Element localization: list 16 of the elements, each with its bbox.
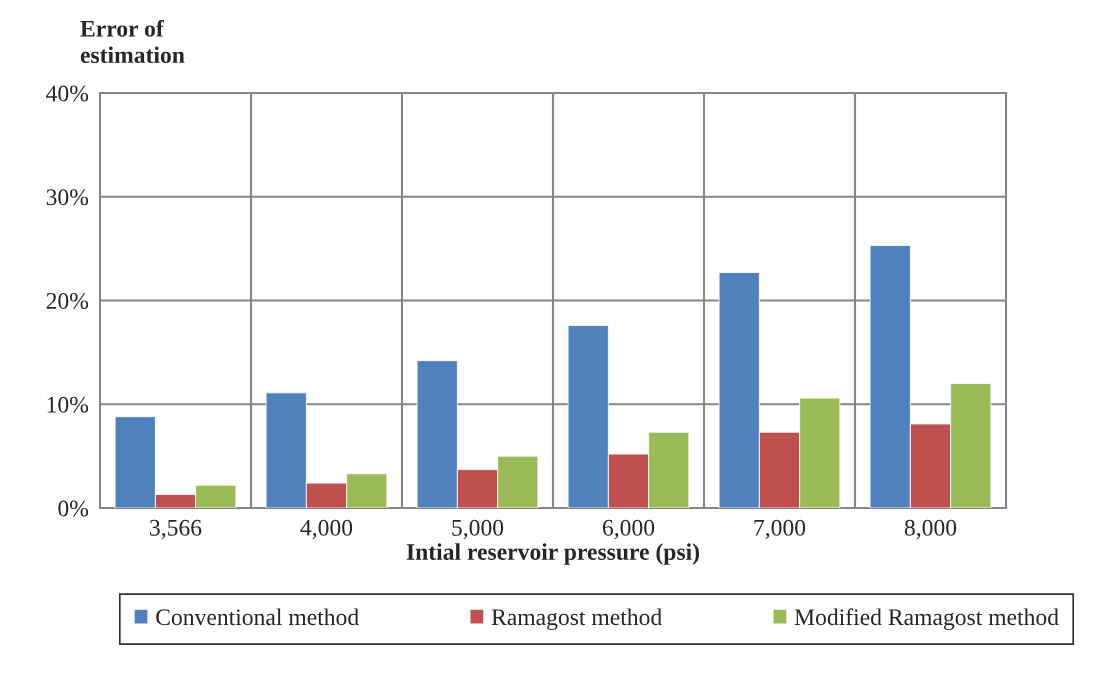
x-tick-label: 4,000 xyxy=(300,519,353,540)
x-tick-label: 8,000 xyxy=(904,519,957,540)
legend-label: Modified Ramagost method xyxy=(794,608,1059,631)
y-tick-label: 30% xyxy=(46,189,89,206)
legend-label: Conventional method xyxy=(156,608,359,626)
y-axis-title: Error of estimation xyxy=(80,19,185,64)
x-axis-title: Intial reservoir pressure (psi) xyxy=(406,543,699,565)
y-tick-label: 10% xyxy=(47,396,89,413)
y-tick-label: 0% xyxy=(58,500,89,517)
y-tick-label: 40% xyxy=(46,85,89,102)
x-tick-label: 5,000 xyxy=(452,519,504,540)
x-tick-label: 7,000 xyxy=(754,519,806,540)
y-tick-label: 20% xyxy=(46,292,89,309)
x-tick-label: 3,566 xyxy=(150,519,202,540)
x-tick-label: 6,000 xyxy=(602,519,655,540)
legend-label: Ramagost method xyxy=(491,608,662,631)
